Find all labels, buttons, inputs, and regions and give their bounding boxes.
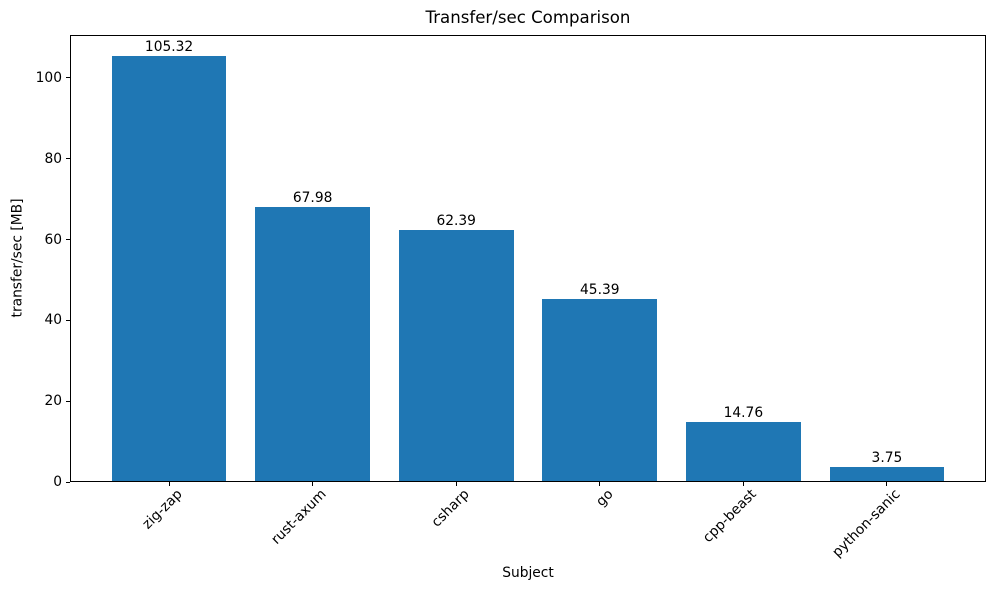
- y-tick-label: 20: [44, 393, 62, 410]
- bar-python-sanic: [829, 466, 945, 481]
- bar-csharp: [398, 229, 514, 481]
- y-axis-label: transfer/sec [MB]: [9, 198, 26, 318]
- y-tick-label: 0: [53, 474, 62, 490]
- bar-cpp-beast: [685, 422, 801, 481]
- x-tick-label: go: [592, 486, 617, 510]
- x-tick-label: python-sanic: [829, 486, 904, 561]
- chart-title: Transfer/sec Comparison: [425, 8, 631, 27]
- x-axis-label: Subject: [502, 565, 554, 581]
- x-tick-mark: [599, 482, 601, 486]
- y-tick-mark: [66, 158, 70, 160]
- x-tick-mark: [742, 482, 744, 486]
- bar-zig-zap: [111, 56, 227, 481]
- x-tick-label: zig-zap: [139, 486, 186, 533]
- y-tick-mark: [66, 77, 70, 79]
- bar-go: [542, 298, 658, 481]
- bar-value-label: 62.39: [436, 212, 476, 229]
- bar-value-label: 3.75: [871, 449, 903, 466]
- y-tick-label: 60: [44, 231, 62, 248]
- x-tick-mark: [312, 482, 314, 486]
- x-tick-mark: [168, 482, 170, 486]
- y-tick-label: 40: [44, 312, 62, 329]
- bar-value-label: 45.39: [580, 281, 620, 298]
- y-tick-mark: [66, 319, 70, 321]
- x-tick-label: csharp: [428, 486, 473, 531]
- bar-rust-axum: [255, 207, 371, 481]
- y-tick-label: 80: [44, 150, 62, 167]
- bar-value-label: 67.98: [292, 190, 333, 207]
- y-tick-mark: [66, 400, 70, 402]
- y-tick-mark: [66, 481, 70, 483]
- x-tick-mark: [886, 482, 888, 486]
- x-tick-mark: [455, 482, 457, 486]
- bar-value-label: 105.32: [144, 39, 194, 56]
- x-tick-label: cpp-beast: [700, 486, 760, 546]
- y-tick-label: 100: [35, 69, 62, 86]
- bar-value-label: 14.76: [723, 405, 764, 422]
- y-tick-mark: [66, 239, 70, 240]
- x-tick-label: rust-axum: [267, 486, 330, 548]
